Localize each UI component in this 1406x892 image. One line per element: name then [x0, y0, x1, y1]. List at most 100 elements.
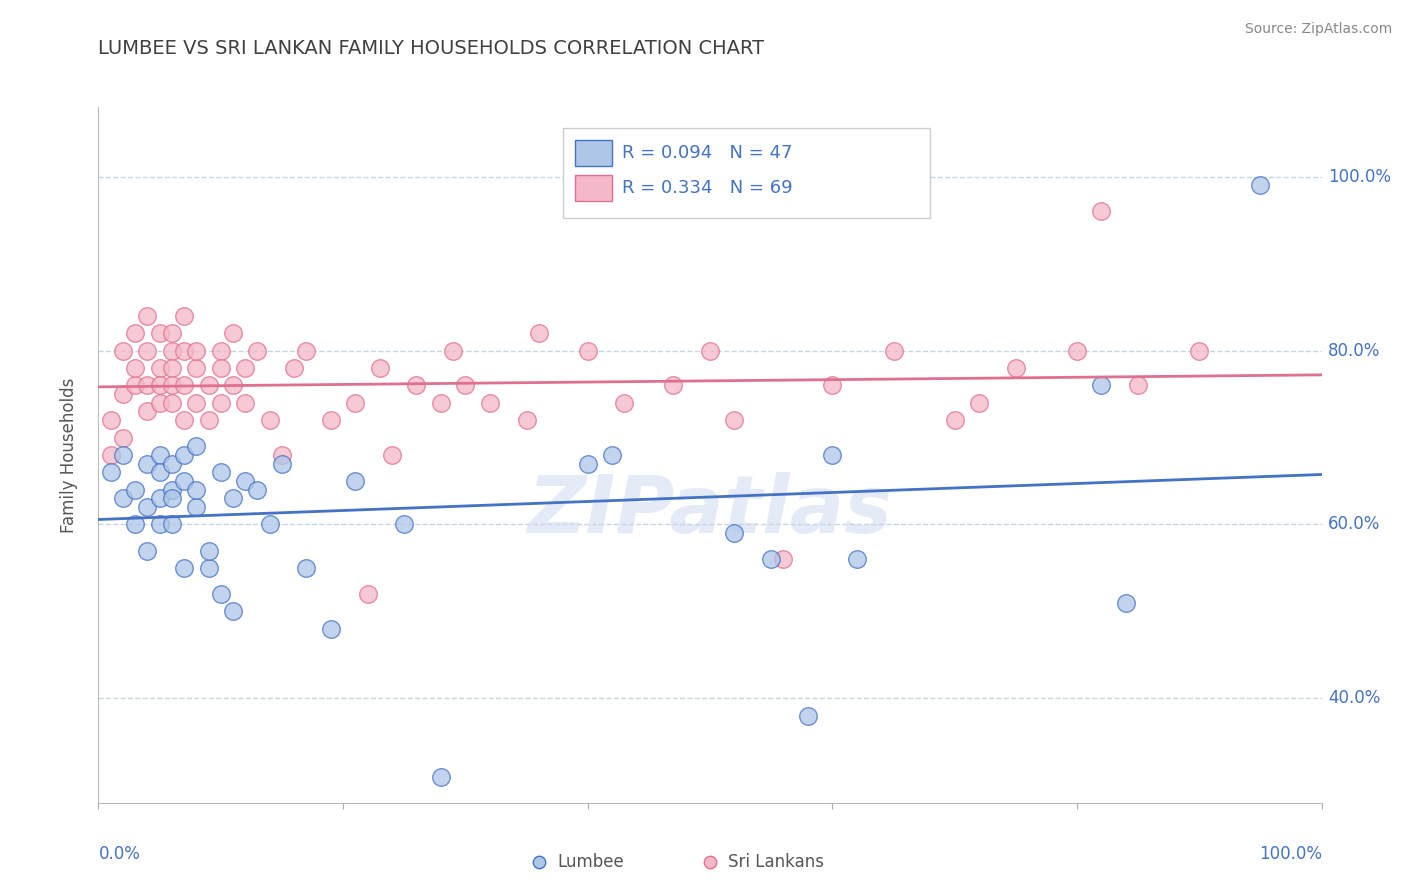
Point [883, 343, 905, 358]
Point [160, 457, 183, 471]
FancyBboxPatch shape [564, 128, 931, 219]
Point [430, 770, 453, 784]
Point [967, 396, 990, 410]
Point [136, 378, 159, 392]
Point [149, 326, 172, 341]
Text: Source: ZipAtlas.com: Source: ZipAtlas.com [1244, 22, 1392, 37]
Point [160, 396, 183, 410]
Point [197, 378, 219, 392]
Point [136, 404, 159, 418]
Point [111, 387, 134, 401]
Point [233, 360, 256, 375]
Point [222, 605, 245, 619]
Point [222, 378, 245, 392]
Point [209, 396, 232, 410]
Point [222, 326, 245, 341]
Point [197, 413, 219, 427]
Point [136, 309, 159, 323]
Point [430, 396, 453, 410]
Point [100, 466, 122, 480]
Point [209, 343, 232, 358]
Point [209, 466, 232, 480]
Text: 40.0%: 40.0% [1327, 690, 1381, 707]
Point [943, 413, 966, 427]
Point [246, 483, 269, 497]
Point [209, 587, 232, 601]
Point [149, 517, 172, 532]
Point [186, 500, 208, 514]
Point [1004, 360, 1026, 375]
Point [246, 343, 269, 358]
Point [1090, 204, 1112, 219]
Text: 100.0%: 100.0% [1258, 845, 1322, 863]
Text: R = 0.334   N = 69: R = 0.334 N = 69 [621, 178, 793, 197]
Point [270, 448, 294, 462]
Point [319, 622, 342, 636]
Point [392, 517, 416, 532]
Text: LUMBEE VS SRI LANKAN FAMILY HOUSEHOLDS CORRELATION CHART: LUMBEE VS SRI LANKAN FAMILY HOUSEHOLDS C… [98, 39, 765, 58]
Point [699, 343, 721, 358]
Point [797, 708, 820, 723]
Point [136, 343, 159, 358]
Point [441, 343, 464, 358]
Point [515, 413, 537, 427]
Point [160, 517, 183, 532]
Point [381, 448, 404, 462]
Point [233, 396, 256, 410]
Point [454, 378, 477, 392]
Point [173, 448, 195, 462]
FancyBboxPatch shape [575, 175, 612, 201]
Point [173, 474, 195, 488]
Point [600, 448, 623, 462]
Point [576, 457, 599, 471]
Point [160, 326, 183, 341]
Point [723, 413, 745, 427]
Point [173, 309, 195, 323]
Point [527, 326, 550, 341]
Point [344, 396, 367, 410]
Point [1115, 596, 1137, 610]
Point [1066, 343, 1088, 358]
Point [100, 448, 122, 462]
Point [1249, 178, 1271, 193]
Y-axis label: Family Households: Family Households [59, 377, 77, 533]
Point [100, 413, 122, 427]
Point [173, 413, 195, 427]
Point [186, 343, 208, 358]
Point [761, 552, 783, 566]
Point [173, 378, 195, 392]
Point [173, 561, 195, 575]
Point [344, 474, 367, 488]
Point [160, 491, 183, 506]
Text: 80.0%: 80.0% [1327, 342, 1381, 359]
Point [259, 517, 281, 532]
Point [662, 378, 685, 392]
Point [111, 491, 134, 506]
Point [124, 360, 146, 375]
Point [160, 378, 183, 392]
Point [111, 448, 134, 462]
Point [1090, 378, 1112, 392]
Point [295, 343, 318, 358]
Point [149, 448, 172, 462]
Text: Sri Lankans: Sri Lankans [728, 853, 824, 871]
Point [1128, 378, 1150, 392]
Point [1188, 343, 1211, 358]
Point [356, 587, 378, 601]
Point [149, 491, 172, 506]
Point [149, 378, 172, 392]
Point [149, 466, 172, 480]
Text: 0.0%: 0.0% [98, 845, 141, 863]
Point [270, 457, 294, 471]
Point [259, 413, 281, 427]
Point [136, 543, 159, 558]
Point [576, 343, 599, 358]
Point [124, 326, 146, 341]
Point [160, 360, 183, 375]
Point [160, 483, 183, 497]
Point [186, 360, 208, 375]
Point [186, 483, 208, 497]
Point [186, 396, 208, 410]
Point [613, 396, 636, 410]
Point [772, 552, 794, 566]
